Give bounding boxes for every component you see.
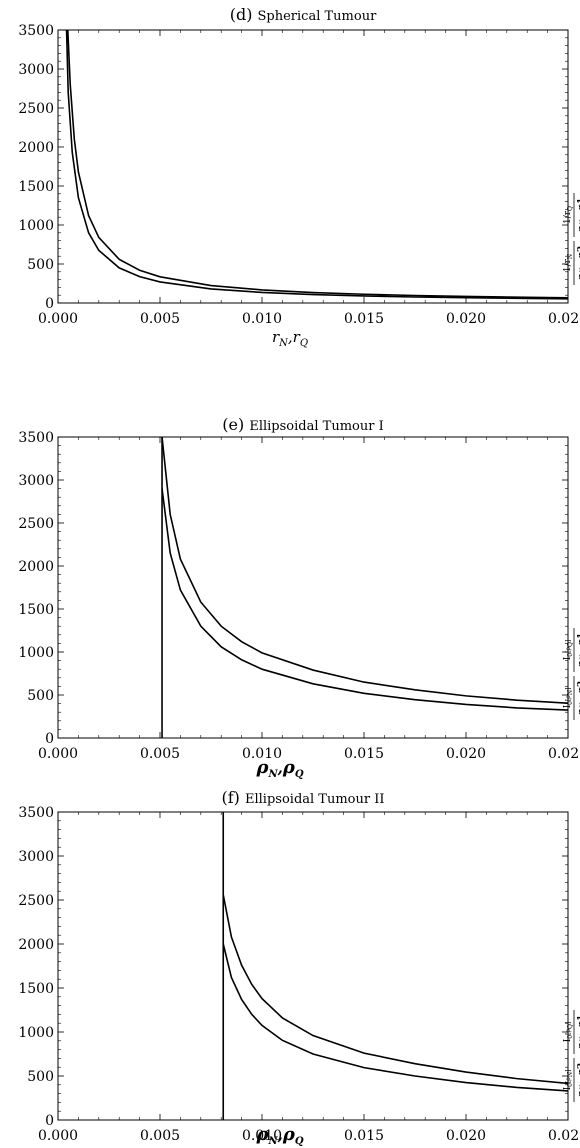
y-tick-label: 2500 <box>18 893 54 909</box>
x-tick-label: 0.000 <box>38 746 78 762</box>
plot-frame-d <box>57 29 569 304</box>
x-tick-label: 0.010 <box>242 746 282 762</box>
y-axis-label-d-q: 1/rQ σ∞−σ1 <box>563 193 580 237</box>
y-axis-label-e-n: I0[ρN] σ∞−σ2 <box>563 676 580 720</box>
plot-frame-f <box>57 811 569 1121</box>
x-tick-label: 0.000 <box>38 1128 78 1144</box>
y-axis-label-d-q-denominator: σ∞−σ1 <box>577 198 580 233</box>
x-tick-label: 0.020 <box>446 1128 486 1144</box>
series-line-e-2 <box>161 488 568 711</box>
y-axis-label-f-n-denominator: σ∞−σ2 <box>577 1063 580 1098</box>
x-tick-label: 0.020 <box>446 746 486 762</box>
series-line-f-1 <box>222 894 568 1085</box>
y-tick-label: 0 <box>45 296 54 312</box>
x-tick-label: 0.020 <box>446 311 486 327</box>
y-axis-label-d-q-numerator: 1/rQ <box>563 206 574 224</box>
y-tick-label: 1000 <box>18 1025 54 1041</box>
y-axis-label-d-n-denominator: σ∞−σ2 <box>577 246 580 281</box>
y-tick-label: 2000 <box>18 140 54 156</box>
y-tick-label: 1000 <box>18 218 54 234</box>
x-tick-label: 0.025 <box>548 746 580 762</box>
y-tick-label: 3000 <box>18 473 54 489</box>
chart-panel-d: (d) Spherical Tumour 0 500 1000 1500 2000 2500… <box>18 5 580 349</box>
y-tick-label: 1500 <box>18 981 54 997</box>
y-tick-label: 1500 <box>18 602 54 618</box>
series-line-e-1 <box>161 437 568 704</box>
y-tick-label: 3500 <box>18 430 54 446</box>
y-tick-label: 0 <box>45 731 54 747</box>
series-line-d-2 <box>65 30 568 300</box>
y-axis-label-f-n: I0[ρN] σ∞−σ2 <box>563 1058 580 1102</box>
y-axis-label-f-q-denominator: σ∞−σ1 <box>577 1015 580 1050</box>
y-axis-label-d-n: 1/rN σ∞−σ2 <box>563 241 580 285</box>
y-tick-label: 1000 <box>18 645 54 661</box>
chart-panel-e: (e) Ellipsoidal Tumour I 0 500 1000 1500 2000… <box>18 415 580 780</box>
y-tick-label: 500 <box>27 688 54 704</box>
y-tick-label: 2500 <box>18 516 54 532</box>
chart-panel-f: (f) Ellipsoidal Tumour II 0 500 1000 1500 200… <box>18 788 580 1147</box>
y-tick-label: 2000 <box>18 559 54 575</box>
x-tick-label: 0.000 <box>38 311 78 327</box>
x-tick-label: 0.010 <box>242 311 282 327</box>
y-tick-label: 3000 <box>18 849 54 865</box>
y-tick-label: 3500 <box>18 23 54 39</box>
series-line-f-2 <box>222 943 568 1092</box>
chart-title-e: (e) Ellipsoidal Tumour I <box>222 415 383 434</box>
y-axis-label-e-n-numerator: I0[ρN] <box>563 688 574 709</box>
y-tick-label: 2000 <box>18 937 54 953</box>
y-axis-label-f-q-numerator: I0[ρQ] <box>563 1022 574 1043</box>
y-axis-label-d-n-numerator: 1/rN <box>563 254 574 272</box>
chart-title-f: (f) Ellipsoidal Tumour II <box>222 788 385 807</box>
x-tick-label: 0.025 <box>548 1128 580 1144</box>
x-axis-label-f: ρN,ρQ <box>255 1124 303 1147</box>
x-tick-label: 0.015 <box>344 311 384 327</box>
y-tick-label: 3500 <box>18 805 54 821</box>
x-tick-label: 0.025 <box>548 311 580 327</box>
y-axis-label-f-q: I0[ρQ] σ∞−σ1 <box>563 1010 580 1054</box>
y-tick-label: 3000 <box>18 62 54 78</box>
y-tick-label: 0 <box>45 1113 54 1129</box>
y-axis-label-f-n-numerator: I0[ρN] <box>563 1070 574 1091</box>
plot-frame-e <box>57 436 569 739</box>
y-tick-label: 500 <box>27 1069 54 1085</box>
y-axis-label-e-q: I0[ρQ] σ∞−σ1 <box>563 628 580 672</box>
y-tick-label: 1500 <box>18 179 54 195</box>
x-tick-label: 0.005 <box>140 746 180 762</box>
x-axis-label-d: rN,rQ <box>272 328 308 349</box>
y-axis-label-e-n-denominator: σ∞−σ2 <box>577 681 580 716</box>
x-tick-label: 0.015 <box>344 746 384 762</box>
y-axis-label-e-q-numerator: I0[ρQ] <box>563 640 574 661</box>
y-tick-label: 2500 <box>18 101 54 117</box>
x-tick-label: 0.010 <box>242 1128 282 1144</box>
y-axis-label-e-q-denominator: σ∞−σ1 <box>577 633 580 668</box>
x-tick-label: 0.015 <box>344 1128 384 1144</box>
series-line-d-1 <box>66 30 568 299</box>
y-tick-label: 500 <box>27 257 54 273</box>
x-tick-label: 0.005 <box>140 311 180 327</box>
x-tick-label: 0.005 <box>140 1128 180 1144</box>
x-axis-label-e: ρN,ρQ <box>255 757 303 780</box>
chart-title-d: (d) Spherical Tumour <box>230 5 377 24</box>
